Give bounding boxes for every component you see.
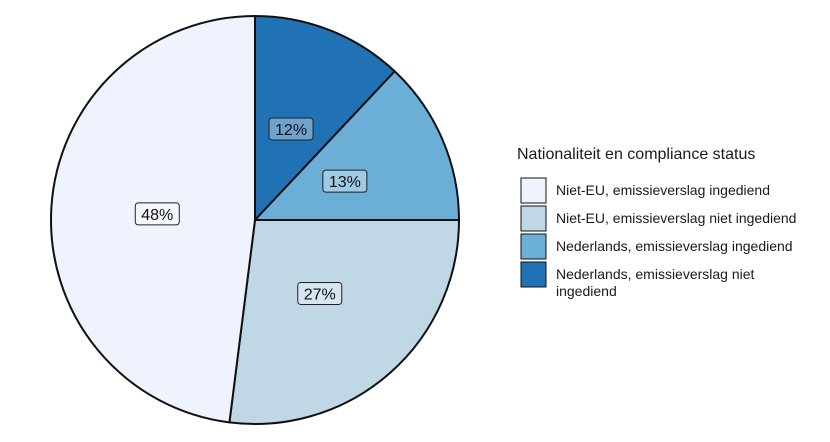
pie-label-text: 48%	[141, 207, 173, 224]
pie-slice-niet-eu-emissieverslag-niet-ingediend	[228, 219, 461, 425]
pie-label-text: 13%	[329, 174, 361, 191]
legend-label: Nederlands, emissieverslag niet	[556, 266, 755, 282]
legend: Nationaliteit en compliance status Niet-…	[517, 146, 796, 299]
pie-label-box	[268, 117, 314, 141]
legend-swatch	[520, 233, 547, 260]
pie-slice-niet-eu-emissieverslag-ingediend	[50, 14, 256, 424]
legend-swatch	[520, 261, 547, 288]
legend-title: Nationaliteit en compliance status	[517, 146, 755, 163]
pie-label-text: 12%	[275, 122, 307, 139]
pie-label-nederlands-emissieverslag-ingediend: 13%	[322, 169, 368, 193]
legend-label: Niet-EU, emissieverslag ingediend	[556, 182, 770, 198]
pie-slice-nederlands-emissieverslag-niet-ingediend	[254, 14, 397, 223]
legend-swatch	[520, 177, 547, 204]
legend-item-niet-eu-emissieverslag-ingediend: Niet-EU, emissieverslag ingediend	[520, 177, 770, 204]
legend-label: Niet-EU, emissieverslag niet ingediend	[556, 210, 796, 226]
legend-item-niet-eu-emissieverslag-niet-ingediend: Niet-EU, emissieverslag niet ingediend	[520, 205, 796, 232]
pie-label-box	[297, 281, 343, 305]
pie-label-nederlands-emissieverslag-niet-ingediend: 12%	[268, 117, 314, 141]
pie-label-box	[134, 202, 180, 226]
pie-labels: 12% 13% 27% 48%	[134, 117, 368, 305]
legend-label: Nederlands, emissieverslag ingediend	[556, 238, 793, 254]
legend-items: Niet-EU, emissieverslag ingediend Niet-EU…	[520, 177, 796, 299]
pie-label-niet-eu-emissieverslag-niet-ingediend: 27%	[297, 281, 343, 305]
pie-label-text: 27%	[304, 286, 336, 303]
legend-swatch	[520, 205, 547, 232]
pie-label-niet-eu-emissieverslag-ingediend: 48%	[134, 202, 180, 226]
legend-label: ingediend	[556, 283, 617, 299]
pie-slice-nederlands-emissieverslag-ingediend	[252, 69, 461, 221]
pie-label-box	[322, 169, 368, 193]
legend-item-nederlands-emissieverslag-ingediend: Nederlands, emissieverslag ingediend	[520, 233, 793, 260]
pie-slices	[50, 14, 461, 425]
